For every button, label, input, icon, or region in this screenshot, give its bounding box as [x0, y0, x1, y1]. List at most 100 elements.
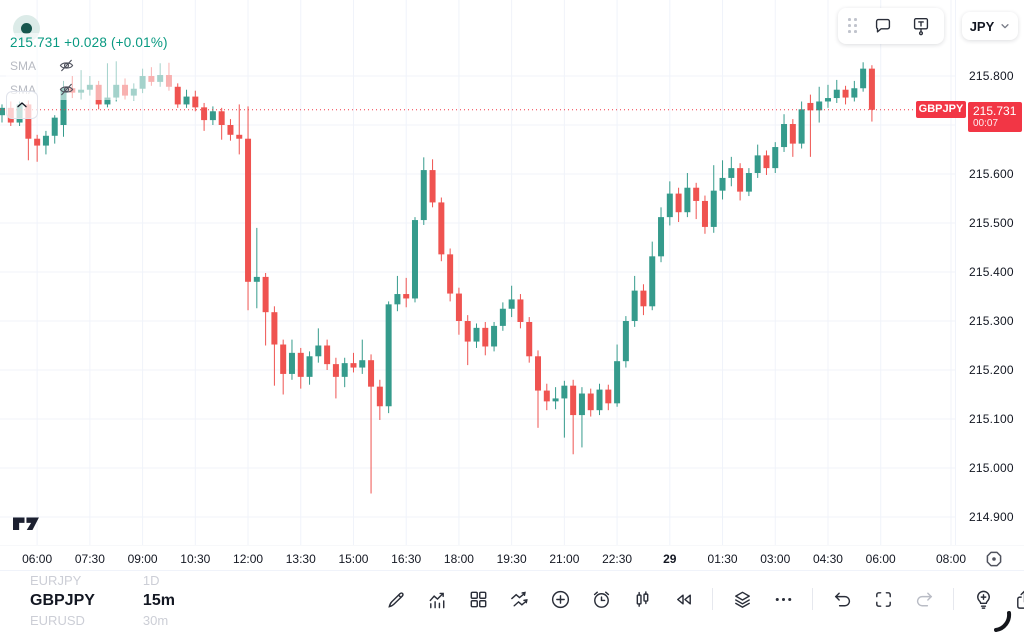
time-label: 06:00	[865, 552, 896, 566]
candle-76	[666, 181, 673, 226]
price-line-price-tag[interactable]: 215.731 00:07	[968, 101, 1022, 132]
price-label: 215.400	[969, 265, 1014, 279]
indicator-row-sma-1[interactable]: SMA	[10, 57, 168, 74]
share-button[interactable]	[1012, 587, 1024, 611]
interval-option-prev[interactable]: 1D	[142, 573, 160, 588]
indicators-icon	[429, 592, 444, 608]
toolbar-separator	[812, 588, 813, 610]
collapse-legend-button[interactable]	[6, 91, 38, 119]
add-icon	[551, 590, 569, 608]
indicator-label: SMA	[10, 58, 37, 73]
price-axis[interactable]: 215.800 215.600 215.500 215.400 215.300 215.2…	[955, 0, 1024, 545]
undo-button[interactable]	[830, 587, 854, 611]
comment-bubble-icon	[875, 18, 891, 33]
candle-49	[429, 159, 436, 208]
candle-95	[833, 79, 840, 103]
ideas-button[interactable]	[971, 587, 995, 611]
time-label: 08:00	[935, 552, 966, 566]
bar-style-button[interactable]	[630, 587, 654, 611]
candle-66	[578, 387, 585, 448]
redo-button[interactable]	[912, 587, 936, 611]
undo-icon	[834, 592, 850, 606]
eye-off-icon[interactable]	[58, 57, 75, 74]
tradingview-logo[interactable]	[13, 516, 43, 532]
symbol-option-prev[interactable]: EURJPY	[30, 573, 82, 588]
candle-31	[271, 306, 278, 386]
time-label: 07:30	[74, 552, 105, 566]
chart-tools-row	[384, 579, 1024, 619]
candle-48	[420, 157, 427, 225]
fullscreen-icon	[875, 591, 891, 607]
fullscreen-button[interactable]	[871, 587, 895, 611]
chart-canvas[interactable]	[0, 0, 955, 545]
currency-selector[interactable]: JPY	[962, 12, 1018, 40]
layouts-button[interactable]	[466, 587, 490, 611]
alert-icon	[593, 590, 609, 608]
compare-button[interactable]	[507, 587, 531, 611]
candle-96	[842, 85, 849, 105]
toolbar-separator	[953, 588, 954, 610]
candle-54	[473, 323, 480, 348]
candle-4	[34, 134, 41, 162]
candle-24	[209, 106, 216, 125]
candle-20	[174, 83, 181, 108]
candle-22	[192, 90, 199, 112]
candle-53	[464, 315, 471, 366]
price-label: 215.600	[969, 167, 1014, 181]
text-note-tool-button[interactable]	[908, 13, 934, 39]
objects-button[interactable]	[730, 587, 754, 611]
time-label: 12:00	[233, 552, 264, 566]
candle-83	[728, 156, 735, 187]
symbol-option-selected[interactable]: GBPJPY	[30, 592, 95, 609]
add-button[interactable]	[548, 587, 572, 611]
more-button[interactable]	[771, 587, 795, 611]
market-open-dot-icon	[21, 23, 32, 34]
interval-option-selected[interactable]: 15m	[142, 592, 175, 609]
symbol-option-next[interactable]: EURUSD	[30, 613, 85, 628]
candle-6	[51, 115, 58, 144]
candle-51	[447, 248, 454, 302]
price-label: 215.100	[969, 412, 1014, 426]
draw-button[interactable]	[384, 587, 408, 611]
replay-button[interactable]	[671, 587, 695, 611]
candle-94	[824, 84, 831, 108]
interval-option-next[interactable]: 30m	[142, 613, 169, 628]
chevron-up-icon	[17, 102, 27, 108]
symbol-interval-picker[interactable]: EURJPY GBPJPY EURUSD 1D 15m 30m	[30, 573, 175, 629]
time-axis[interactable]: 06:00 07:30 09:00 10:30 12:00 13:30 15:00 16:30…	[0, 545, 1024, 570]
candle-67	[587, 388, 594, 417]
candle-68	[596, 383, 603, 416]
price-line-symbol-tag[interactable]: GBPJPY	[916, 100, 966, 118]
legend-price-row[interactable]: 215.731 +0.028 (+0.01%)	[10, 35, 168, 50]
price-label: 215.500	[969, 216, 1014, 230]
objects-icon	[734, 591, 750, 608]
candle-37	[324, 339, 331, 370]
candle-21	[183, 89, 190, 108]
symbol-picker-column[interactable]: EURJPY GBPJPY EURUSD	[30, 573, 95, 629]
candle-57	[499, 302, 506, 331]
drag-handle-icon[interactable]	[848, 18, 858, 34]
floating-annotation-toolbar	[838, 8, 944, 44]
text-note-icon	[913, 17, 929, 36]
toolbar-separator	[712, 588, 713, 610]
comment-tool-button[interactable]	[870, 13, 896, 39]
candle-90	[789, 119, 796, 157]
eye-off-icon[interactable]	[58, 81, 75, 98]
candle-60	[526, 317, 533, 363]
bar-countdown: 00:07	[973, 117, 999, 129]
candle-71	[622, 316, 629, 368]
candlestick-chart[interactable]	[0, 0, 955, 545]
candle-99	[868, 65, 875, 122]
time-label: 09:00	[127, 552, 158, 566]
interval-picker-column[interactable]: 1D 15m 30m	[143, 573, 175, 629]
time-label: 03:00	[760, 552, 791, 566]
indicators-button[interactable]	[425, 587, 449, 611]
alert-button[interactable]	[589, 587, 613, 611]
time-label: 10:30	[180, 552, 211, 566]
axis-settings-gear-icon[interactable]	[984, 549, 1004, 569]
candle-93	[816, 86, 823, 123]
candle-91	[798, 101, 805, 149]
candle-72	[631, 275, 638, 327]
candle-64	[561, 380, 568, 438]
